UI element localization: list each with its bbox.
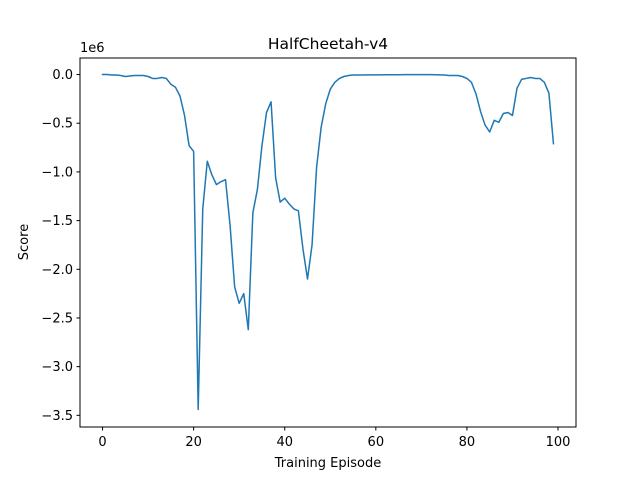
chart-title: HalfCheetah-v4 [268,35,388,53]
y-tick-label: −1.5 [41,214,73,229]
y-axis-scale-label: 1e6 [80,41,105,56]
y-tick-label: −2.5 [41,311,73,326]
series-layer [101,73,555,411]
x-tick-label: 0 [98,435,106,450]
x-tick-label: 20 [185,435,202,450]
x-tick-label: 80 [459,435,476,450]
x-tick-label: 100 [546,435,571,450]
y-tick-label: −3.5 [41,409,73,424]
y-axis-ticks: 0.0 −0.5 −1.0 −1.5 −2.0 −2.5 −3.0 −3.5 [41,68,80,424]
y-tick-label: −2.0 [41,263,73,278]
y-tick-label: −3.0 [41,360,73,375]
x-tick-label: 40 [276,435,293,450]
series-line-score [101,73,555,411]
y-tick-label: −0.5 [41,117,73,132]
plot-area-frame [79,57,577,428]
y-tick-label: −1.0 [41,165,73,180]
x-axis-ticks: 0 20 40 60 80 100 [98,427,570,450]
y-tick-label: 0.0 [52,68,73,83]
x-tick-label: 60 [368,435,385,450]
x-axis-label: Training Episode [274,456,381,471]
y-axis-label: Score [17,224,32,260]
